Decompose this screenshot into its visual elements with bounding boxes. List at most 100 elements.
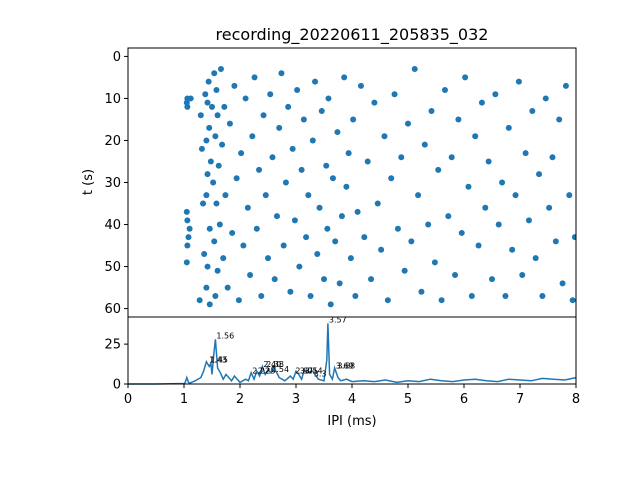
scatter-point xyxy=(556,116,563,123)
scatter-point xyxy=(229,229,236,236)
scatter-point xyxy=(213,200,220,207)
peak-label: 2.25 xyxy=(258,366,276,375)
scatter-point xyxy=(219,141,226,148)
scatter-point xyxy=(210,179,217,186)
scatter-point xyxy=(546,204,553,211)
scatter-point xyxy=(206,124,213,131)
scatter-point xyxy=(441,87,448,94)
scatter-point xyxy=(196,297,203,304)
scatter-point xyxy=(418,288,425,295)
scatter-point xyxy=(478,99,485,106)
scatter-point xyxy=(482,204,489,211)
scatter-point xyxy=(502,292,509,299)
scatter-point xyxy=(378,246,385,253)
scatter-point xyxy=(214,112,221,119)
peak-label: 3.3 xyxy=(314,370,327,379)
scatter-point xyxy=(539,292,546,299)
scatter-point xyxy=(214,267,221,274)
line-x-tick-label: 6 xyxy=(460,392,468,407)
scatter-point xyxy=(569,297,576,304)
scatter-point xyxy=(566,192,573,199)
line-x-tick-label: 7 xyxy=(516,392,524,407)
scatter-point xyxy=(251,74,258,81)
peak-label: 3.68 xyxy=(337,362,355,371)
scatter-point xyxy=(458,229,465,236)
scatter-point xyxy=(354,208,361,215)
scatter-point xyxy=(280,242,287,249)
scatter-point xyxy=(183,259,190,266)
scatter-point xyxy=(357,82,364,89)
line-x-tick-label: 2 xyxy=(236,392,244,407)
scatter-point xyxy=(448,154,455,161)
scatter-point xyxy=(318,108,325,115)
scatter-point xyxy=(522,150,529,157)
peak-label: 1.43 xyxy=(209,355,227,364)
scatter-point xyxy=(345,150,352,157)
line-x-tick-label: 5 xyxy=(404,392,412,407)
scatter-point xyxy=(499,179,506,186)
scatter-point xyxy=(305,192,312,199)
scatter-point xyxy=(206,225,213,232)
scatter-point xyxy=(374,200,381,207)
scatter-point xyxy=(287,288,294,295)
scatter-point xyxy=(536,171,543,178)
scatter-point xyxy=(329,175,336,182)
scatter-point xyxy=(303,234,310,241)
scatter-y-tick-label: 30 xyxy=(104,176,121,191)
scatter-point xyxy=(269,154,276,161)
scatter-point xyxy=(325,95,332,102)
scatter-point xyxy=(391,91,398,98)
scatter-point xyxy=(204,171,211,178)
scatter-point xyxy=(294,87,301,94)
scatter-point xyxy=(298,166,305,173)
line-x-tick-label: 4 xyxy=(348,392,356,407)
scatter-point xyxy=(549,154,556,161)
line-x-tick-label: 8 xyxy=(572,392,580,407)
scatter-point xyxy=(222,192,229,199)
scatter-point xyxy=(485,158,492,165)
peak-label: 1.45 xyxy=(210,355,228,364)
scatter-point xyxy=(431,259,438,266)
scatter-point xyxy=(323,162,330,169)
scatter-point xyxy=(312,78,319,85)
scatter-point xyxy=(401,267,408,274)
scatter-y-tick-label: 20 xyxy=(104,134,121,149)
peak-label: 2.54 xyxy=(271,365,289,374)
scatter-point xyxy=(212,133,219,140)
scatter-point xyxy=(532,255,539,262)
scatter-point xyxy=(186,225,193,232)
line-x-tick-label: 1 xyxy=(180,392,188,407)
scatter-point xyxy=(307,292,314,299)
scatter-point xyxy=(381,133,388,140)
scatter-point xyxy=(525,217,532,224)
scatter-point xyxy=(425,221,432,228)
scatter-point xyxy=(184,103,191,110)
scatter-point xyxy=(388,175,395,182)
line-y-tick-label: 25 xyxy=(104,338,121,353)
scatter-point xyxy=(408,238,415,245)
scatter-point xyxy=(352,292,359,299)
peak-label: 1.56 xyxy=(216,331,234,340)
scatter-point xyxy=(559,280,566,287)
scatter-point xyxy=(203,284,210,291)
scatter-point xyxy=(492,91,499,98)
peak-label: 3.57 xyxy=(329,315,347,324)
scatter-point xyxy=(371,99,378,106)
scatter-point xyxy=(205,78,212,85)
scatter-points xyxy=(183,66,576,308)
scatter-point xyxy=(235,297,242,304)
scatter-point xyxy=(415,192,422,199)
scatter-point xyxy=(462,74,469,81)
scatter-point xyxy=(468,292,475,299)
scatter-point xyxy=(361,234,368,241)
scatter-point xyxy=(273,213,280,220)
scatter-point xyxy=(398,154,405,161)
scatter-point xyxy=(238,150,245,157)
scatter-y-axis-label: t (s) xyxy=(81,169,96,195)
scatter-point xyxy=(350,116,357,123)
scatter-point xyxy=(200,200,207,207)
scatter-point xyxy=(512,192,519,199)
scatter-point xyxy=(289,145,296,152)
scatter-point xyxy=(184,217,191,224)
